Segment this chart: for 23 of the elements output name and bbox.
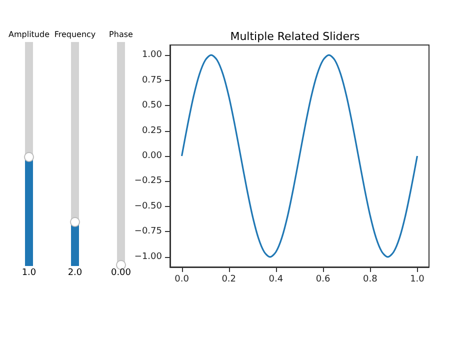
y-tick-label: 1.00 [142,50,162,60]
text: Phase [109,30,133,39]
x-tick-label: 0.2 [222,274,236,284]
y-tick-label: −0.75 [134,226,162,237]
x-tick-label: 0.8 [362,274,378,284]
x-tick-label: 1.0 [410,274,425,284]
x-tick-label: 0.6 [316,274,330,284]
y-tick-label: 0.50 [142,100,162,111]
text: Amplitude [8,30,50,39]
text: 1.0 [20,268,38,278]
y-tick-label: −0.50 [134,201,162,212]
text: 0.00 [110,268,132,278]
line-series [180,54,418,258]
y-tick-label: 0.25 [142,126,162,136]
chart-title: Multiple Related Sliders [230,30,360,43]
y-tick-label: 0.00 [142,151,162,161]
text: 2.0 [66,268,84,278]
x-tick-label: 0.4 [268,274,284,284]
text: Frequency [54,30,96,39]
x-tick-label: 0.0 [174,274,190,284]
y-tick-label: −1.00 [134,252,162,262]
y-tick-label: 0.75 [142,75,162,86]
y-tick-label: −0.25 [134,176,162,186]
